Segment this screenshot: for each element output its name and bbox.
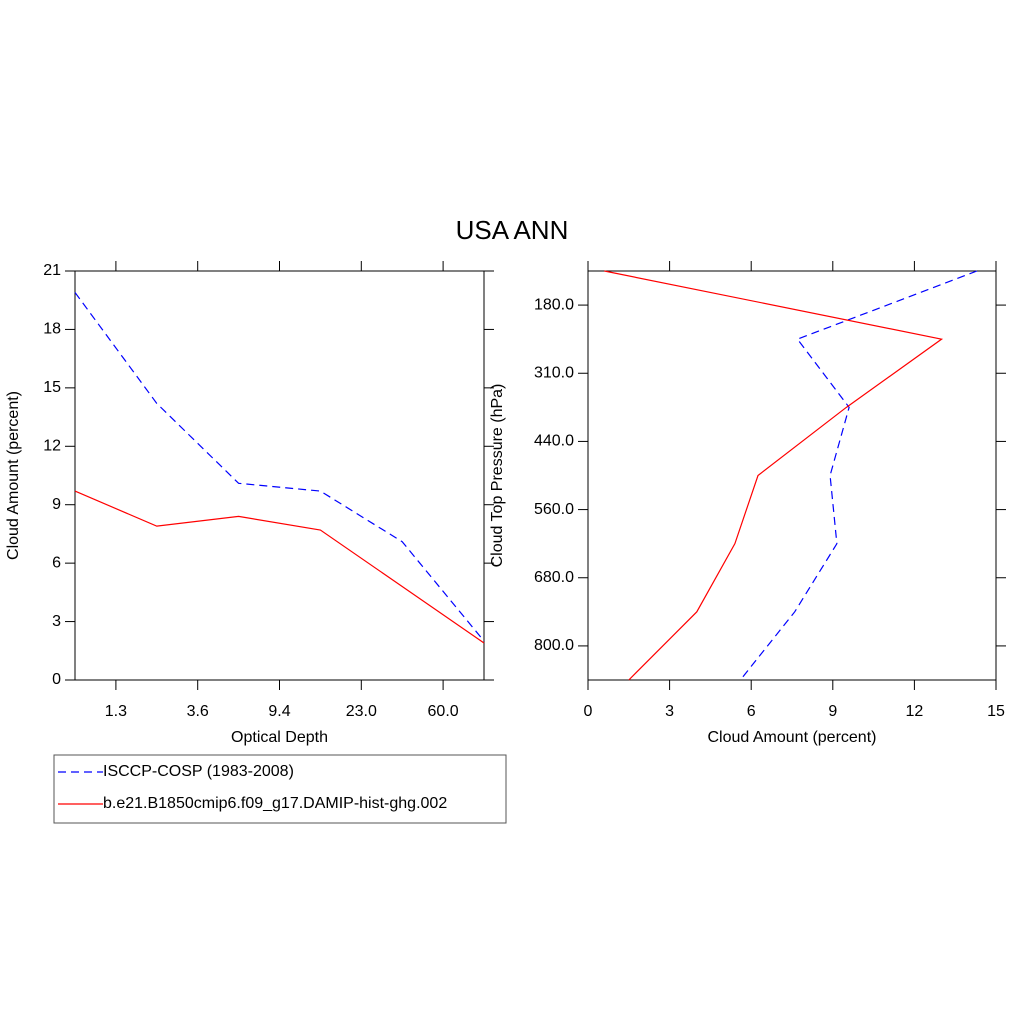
y-tick-label: 0 — [52, 671, 61, 688]
y-tick-label: 680.0 — [534, 569, 574, 586]
y-tick-label: 800.0 — [534, 637, 574, 654]
y-tick-label: 12 — [43, 438, 61, 455]
figure-title: USA ANN — [456, 215, 569, 245]
plot-frame — [74, 270, 485, 681]
series-line — [604, 270, 944, 681]
series-line — [74, 292, 485, 642]
series-line — [739, 270, 978, 681]
x-axis-label: Cloud Amount (percent) — [708, 729, 877, 746]
y-axis-label: Cloud Top Pressure (hPa) — [489, 384, 506, 568]
y-axis-label: Cloud Amount (percent) — [5, 391, 22, 560]
x-tick-label: 0 — [584, 703, 593, 720]
y-tick-label: 3 — [52, 613, 61, 630]
legend-label: ISCCP-COSP (1983-2008) — [103, 763, 294, 780]
x-axis-label: Optical Depth — [231, 729, 328, 746]
x-tick-label: 15 — [987, 703, 1005, 720]
legend-box — [53, 754, 507, 824]
legend-label: b.e21.B1850cmip6.f09_g17.DAMIP-hist-ghg.… — [103, 795, 447, 812]
plot-frame — [587, 270, 997, 681]
y-tick-label: 21 — [43, 262, 61, 279]
x-tick-label: 1.3 — [105, 703, 127, 720]
x-tick-label: 6 — [747, 703, 756, 720]
y-tick-label: 9 — [52, 496, 61, 513]
y-tick-label: 440.0 — [534, 433, 574, 450]
y-tick-label: 18 — [43, 321, 61, 338]
y-tick-label: 180.0 — [534, 296, 574, 313]
series-line — [74, 490, 485, 644]
x-tick-label: 12 — [906, 703, 924, 720]
x-tick-label: 9.4 — [268, 703, 290, 720]
x-tick-label: 9 — [828, 703, 837, 720]
y-tick-label: 6 — [52, 554, 61, 571]
x-tick-label: 60.0 — [428, 703, 459, 720]
y-tick-label: 15 — [43, 379, 61, 396]
x-tick-label: 3 — [665, 703, 674, 720]
x-tick-label: 23.0 — [346, 703, 377, 720]
y-tick-label: 310.0 — [534, 364, 574, 381]
x-tick-label: 3.6 — [187, 703, 209, 720]
y-tick-label: 560.0 — [534, 501, 574, 518]
